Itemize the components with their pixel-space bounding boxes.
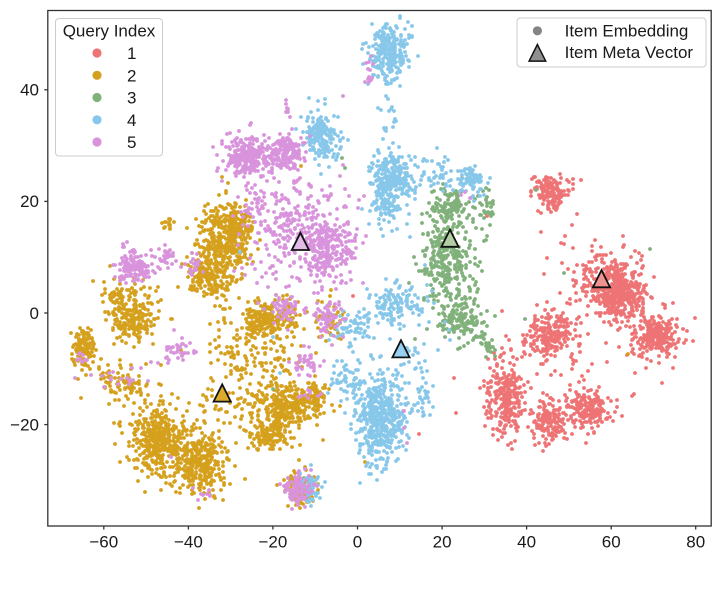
svg-text:−20: −20	[258, 533, 287, 552]
svg-text:40: 40	[517, 533, 536, 552]
svg-text:0: 0	[353, 533, 362, 552]
svg-text:40: 40	[20, 81, 39, 100]
svg-text:20: 20	[20, 192, 39, 211]
svg-text:20: 20	[433, 533, 452, 552]
svg-text:Item Meta Vector: Item Meta Vector	[565, 43, 694, 62]
svg-text:1: 1	[127, 44, 136, 63]
svg-text:0: 0	[30, 304, 39, 323]
svg-text:Item Embedding: Item Embedding	[565, 22, 689, 41]
svg-text:−40: −40	[174, 533, 203, 552]
svg-text:−60: −60	[89, 533, 118, 552]
svg-text:60: 60	[602, 533, 621, 552]
svg-text:2: 2	[127, 66, 136, 85]
svg-text:Query Index: Query Index	[63, 21, 156, 40]
svg-text:4: 4	[127, 111, 136, 130]
svg-text:3: 3	[127, 89, 136, 108]
svg-text:5: 5	[127, 133, 136, 152]
svg-text:80: 80	[686, 533, 705, 552]
svg-text:−20: −20	[10, 415, 39, 434]
